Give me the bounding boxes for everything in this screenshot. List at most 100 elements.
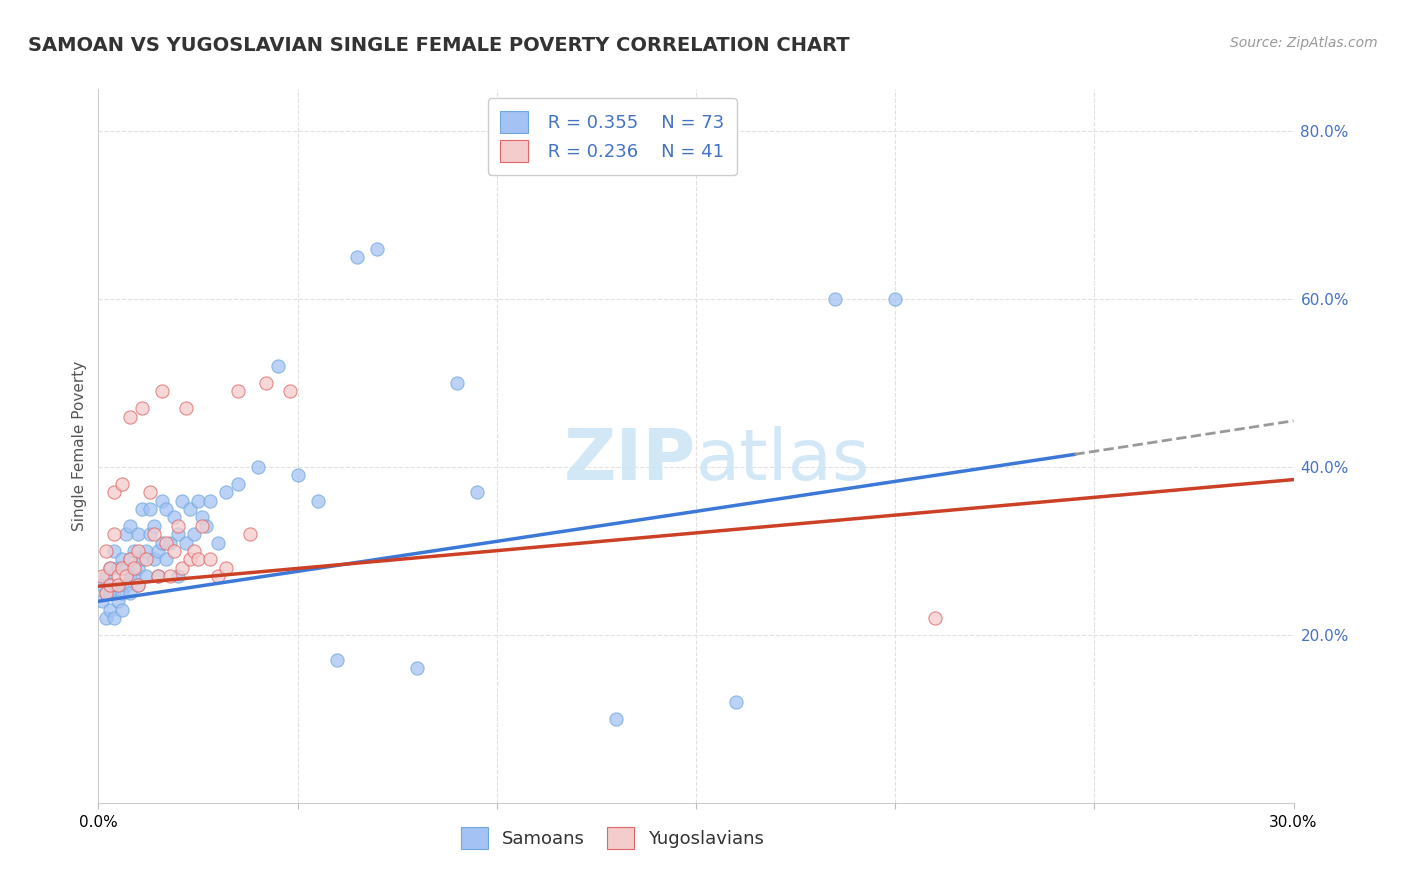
Point — [120, 569, 142, 583]
Point — [139, 527, 162, 541]
Point — [100, 603, 122, 617]
Point — [96, 586, 118, 600]
Point — [103, 611, 125, 625]
Point — [103, 544, 125, 558]
Point — [111, 552, 134, 566]
Point — [107, 577, 129, 591]
Point — [187, 552, 209, 566]
Point — [207, 569, 229, 583]
Point — [127, 544, 149, 558]
Point — [124, 544, 146, 558]
Point — [124, 560, 146, 574]
Point — [155, 502, 177, 516]
Point — [139, 485, 162, 500]
Point — [446, 376, 468, 390]
Y-axis label: Single Female Poverty: Single Female Poverty — [72, 361, 87, 531]
Point — [267, 359, 290, 374]
Point — [96, 611, 118, 625]
Point — [131, 401, 153, 416]
Point — [127, 577, 149, 591]
Point — [465, 485, 488, 500]
Point — [346, 250, 368, 264]
Point — [120, 552, 142, 566]
Point — [172, 493, 194, 508]
Point — [924, 611, 946, 625]
Point — [115, 560, 138, 574]
Point — [124, 569, 146, 583]
Point — [100, 586, 122, 600]
Point — [215, 560, 238, 574]
Point — [143, 518, 166, 533]
Point — [107, 560, 129, 574]
Point — [100, 577, 122, 591]
Point — [100, 560, 122, 574]
Point — [183, 527, 205, 541]
Point — [127, 577, 149, 591]
Point — [366, 242, 388, 256]
Text: SAMOAN VS YUGOSLAVIAN SINGLE FEMALE POVERTY CORRELATION CHART: SAMOAN VS YUGOSLAVIAN SINGLE FEMALE POVE… — [28, 36, 849, 54]
Point — [135, 552, 157, 566]
Point — [107, 569, 129, 583]
Point — [187, 493, 209, 508]
Point — [159, 569, 181, 583]
Point — [139, 502, 162, 516]
Point — [91, 577, 114, 591]
Point — [159, 535, 181, 549]
Point — [115, 569, 138, 583]
Point — [111, 586, 134, 600]
Point — [100, 577, 122, 591]
Point — [96, 586, 118, 600]
Point — [326, 653, 349, 667]
Point — [150, 535, 173, 549]
Point — [120, 518, 142, 533]
Point — [287, 468, 309, 483]
Text: Source: ZipAtlas.com: Source: ZipAtlas.com — [1230, 36, 1378, 50]
Point — [179, 502, 201, 516]
Point — [884, 292, 907, 306]
Point — [150, 493, 173, 508]
Point — [163, 510, 186, 524]
Point — [115, 577, 138, 591]
Point — [824, 292, 846, 306]
Point — [254, 376, 277, 390]
Point — [131, 552, 153, 566]
Point — [163, 544, 186, 558]
Point — [174, 401, 197, 416]
Point — [167, 569, 190, 583]
Point — [96, 544, 118, 558]
Point — [174, 535, 197, 549]
Point — [195, 518, 218, 533]
Point — [96, 569, 118, 583]
Point — [605, 712, 627, 726]
Point — [148, 569, 170, 583]
Point — [198, 552, 221, 566]
Point — [91, 594, 114, 608]
Point — [148, 569, 170, 583]
Point — [111, 476, 134, 491]
Point — [239, 527, 262, 541]
Point — [307, 493, 329, 508]
Point — [278, 384, 301, 399]
Point — [191, 518, 214, 533]
Point — [155, 552, 177, 566]
Point — [131, 502, 153, 516]
Point — [103, 527, 125, 541]
Point — [111, 560, 134, 574]
Point — [143, 527, 166, 541]
Point — [215, 485, 238, 500]
Point — [107, 594, 129, 608]
Point — [183, 544, 205, 558]
Point — [167, 527, 190, 541]
Point — [167, 518, 190, 533]
Point — [107, 577, 129, 591]
Point — [179, 552, 201, 566]
Point — [135, 544, 157, 558]
Point — [191, 510, 214, 524]
Point — [91, 569, 114, 583]
Point — [115, 527, 138, 541]
Point — [226, 476, 249, 491]
Point — [135, 569, 157, 583]
Point — [120, 586, 142, 600]
Point — [150, 384, 173, 399]
Legend: Samoans, Yugoslavians: Samoans, Yugoslavians — [451, 818, 773, 858]
